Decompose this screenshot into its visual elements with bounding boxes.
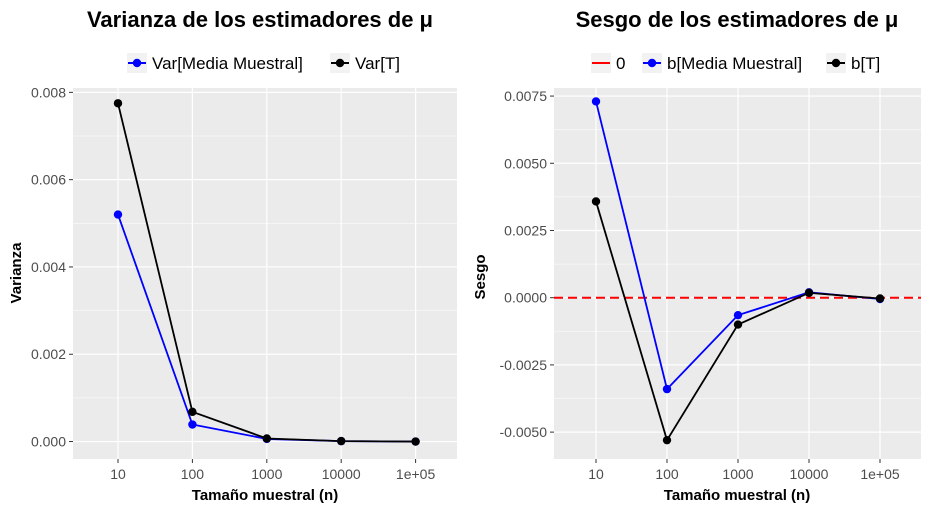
variance-series-point-1 (411, 437, 420, 446)
bias-legend-label: 0 (616, 54, 625, 73)
bias-legend-key-point (831, 58, 841, 68)
bias-x-tick-label: 100 (655, 466, 679, 482)
bias-legend-item: b[T] (826, 53, 880, 73)
variance-y-tick-label: 0.004 (31, 259, 66, 275)
variance-legend-item: Var[T] (330, 53, 400, 73)
variance-plot-panel (73, 88, 457, 459)
variance-series-point-0 (113, 210, 123, 219)
variance-x-tick-label: 10 (110, 466, 126, 482)
bias-series-point-1 (662, 435, 672, 445)
variance-legend-item: Var[Media Muestral] (127, 53, 303, 73)
bias-legend-label: b[Media Muestral] (667, 54, 802, 73)
bias-chart-legend: 0 b[Media Muestral] b[T] (591, 53, 880, 73)
variance-legend-key-point (132, 58, 142, 68)
bias-x-tick-label: 10000 (790, 466, 829, 482)
variance-chart-legend: Var[Media Muestral] Var[T] (127, 53, 400, 73)
bias-x-tick-label: 10 (588, 466, 604, 482)
bias-grid (554, 88, 921, 459)
bias-series-point-0 (591, 97, 601, 106)
bias-y-tick-label: -0.0025 (500, 357, 548, 373)
variance-x-tick-label: 100 (181, 466, 205, 482)
variance-y-axis-title: Varianza (8, 242, 25, 304)
variance-y-tick-label: 0.000 (31, 434, 66, 450)
bias-series-point-1 (591, 197, 601, 206)
variance-series (113, 99, 420, 446)
bias-legend-item: b[Media Muestral] (642, 53, 802, 73)
variance-y-tick-label: 0.008 (31, 84, 66, 100)
bias-series-point-0 (662, 384, 672, 394)
bias-series (591, 97, 885, 445)
variance-grid (73, 88, 457, 459)
variance-x-tick-label: 1e+05 (396, 466, 436, 482)
bias-y-tick-label: 0.0050 (504, 155, 547, 171)
variance-chart-title: Varianza de los estimadores de μ (87, 7, 433, 32)
bias-x-axis: 10 100 1000 10000 1e+05 (588, 459, 900, 482)
bias-x-tick-label: 1e+05 (860, 466, 900, 482)
bias-y-tick-label: -0.0050 (500, 424, 548, 440)
bias-legend-key-point (647, 58, 657, 68)
bias-y-axis-title: Sesgo (472, 254, 489, 299)
bias-y-tick-label: 0.0075 (504, 88, 547, 104)
bias-series-point-1 (875, 294, 885, 303)
bias-series-point-1 (733, 320, 743, 329)
bias-series-point-0 (733, 310, 743, 320)
bias-x-axis-title: Tamaño muestral (n) (664, 487, 810, 504)
bias-y-tick-label: 0.0000 (504, 290, 547, 306)
bias-series-point-1 (804, 288, 814, 298)
bias-legend-item: 0 (591, 53, 625, 73)
variance-series-point-1 (113, 99, 123, 108)
variance-series-point-0 (188, 420, 197, 429)
variance-series-point-1 (262, 434, 271, 443)
bias-y-axis: -0.0050 -0.0025 0.0000 0.0025 0.0050 0.0075 (500, 88, 554, 440)
variance-series-point-1 (188, 407, 197, 417)
bias-chart: Sesgo de los estimadores de μ 0 b[Media M… (472, 7, 921, 504)
variance-legend-key-point (335, 58, 345, 68)
bias-chart-title: Sesgo de los estimadores de μ (576, 7, 899, 32)
variance-x-axis-title: Tamaño muestral (n) (192, 487, 338, 504)
variance-chart: Varianza de los estimadores de μ Var[Med… (8, 7, 457, 504)
variance-y-axis: 0.000 0.002 0.004 0.006 0.008 (31, 84, 73, 450)
variance-x-tick-label: 1000 (251, 466, 282, 482)
variance-legend-label: Var[T] (355, 54, 400, 73)
variance-legend-label: Var[Media Muestral] (152, 54, 303, 73)
variance-series-point-1 (337, 436, 346, 446)
variance-x-tick-label: 10000 (322, 466, 361, 482)
bias-x-tick-label: 1000 (722, 466, 753, 482)
variance-y-tick-label: 0.006 (31, 172, 66, 188)
bias-legend-label: b[T] (851, 54, 880, 73)
variance-y-tick-label: 0.002 (31, 346, 66, 362)
bias-y-tick-label: 0.0025 (504, 222, 547, 238)
variance-x-axis: 10 100 1000 10000 1e+05 (110, 459, 435, 482)
